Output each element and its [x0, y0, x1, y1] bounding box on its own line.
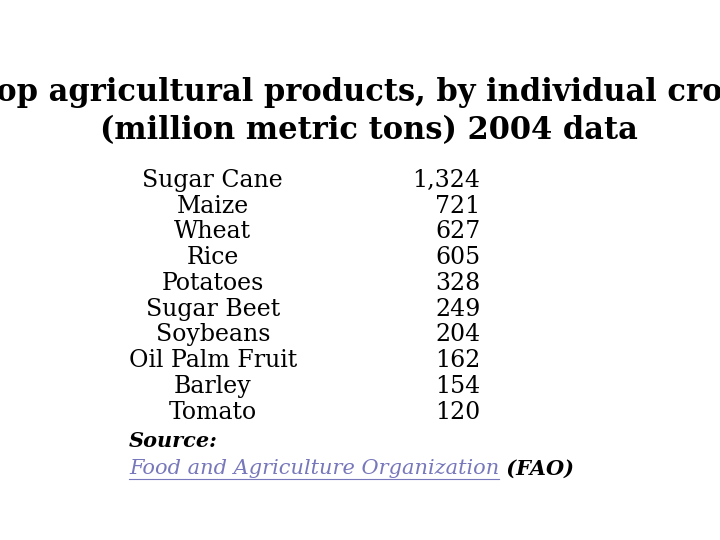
Text: 154: 154 — [436, 375, 481, 398]
Text: Rice: Rice — [186, 246, 239, 269]
Text: Tomato: Tomato — [168, 401, 257, 424]
Text: 120: 120 — [436, 401, 481, 424]
Text: Soybeans: Soybeans — [156, 323, 270, 347]
Text: 1,324: 1,324 — [413, 168, 481, 192]
Text: Sugar Cane: Sugar Cane — [143, 168, 283, 192]
Text: 249: 249 — [435, 298, 481, 321]
Text: Sugar Beet: Sugar Beet — [145, 298, 280, 321]
Text: 162: 162 — [435, 349, 481, 372]
Text: Potatoes: Potatoes — [161, 272, 264, 295]
Text: Source:: Source: — [129, 431, 218, 451]
Text: Barley: Barley — [174, 375, 251, 398]
Text: 627: 627 — [436, 220, 481, 244]
Text: 328: 328 — [436, 272, 481, 295]
Text: 605: 605 — [436, 246, 481, 269]
Text: Top agricultural products, by individual crops
(million metric tons) 2004 data: Top agricultural products, by individual… — [0, 77, 720, 146]
Text: 721: 721 — [436, 194, 481, 218]
Text: (FAO): (FAO) — [499, 459, 575, 479]
Text: Maize: Maize — [176, 194, 249, 218]
Text: Oil Palm Fruit: Oil Palm Fruit — [129, 349, 297, 372]
Text: Wheat: Wheat — [174, 220, 251, 244]
Text: Food and Agriculture Organization: Food and Agriculture Organization — [129, 459, 499, 478]
Text: 204: 204 — [436, 323, 481, 347]
